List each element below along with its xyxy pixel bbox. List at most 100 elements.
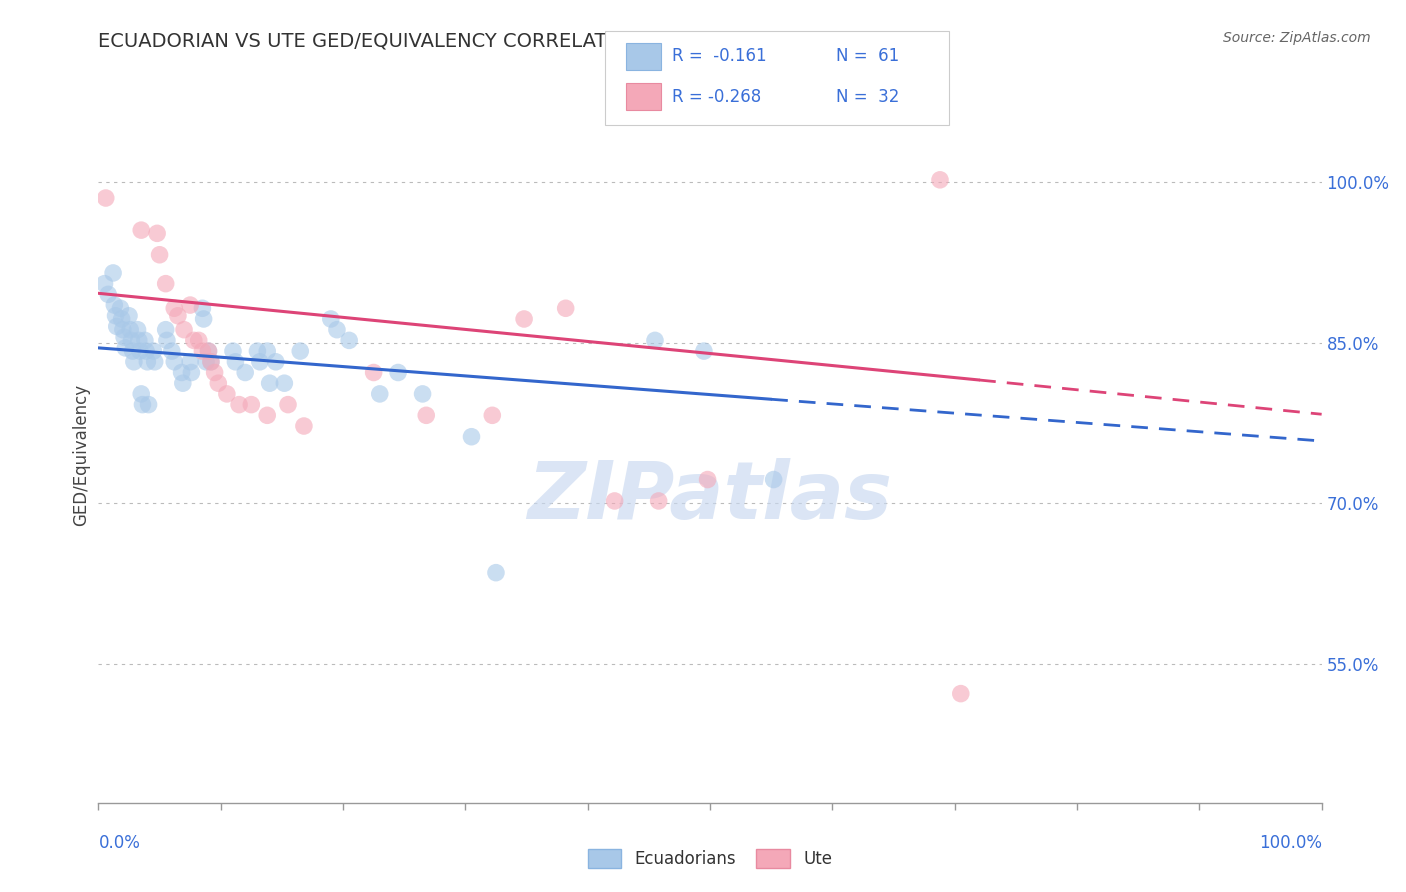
Point xyxy=(193,312,215,326)
Point xyxy=(105,319,128,334)
Point xyxy=(120,323,142,337)
Point xyxy=(647,494,669,508)
Text: 0.0%: 0.0% xyxy=(98,834,141,852)
Point xyxy=(215,387,238,401)
Point xyxy=(104,309,127,323)
Point xyxy=(412,387,434,401)
Point xyxy=(224,355,246,369)
Point xyxy=(949,687,972,701)
Point xyxy=(97,287,120,301)
Point xyxy=(200,355,222,369)
Point xyxy=(368,387,391,401)
Point xyxy=(163,301,186,316)
Point xyxy=(129,223,152,237)
Point xyxy=(195,355,218,369)
Point xyxy=(93,277,115,291)
Point xyxy=(110,301,132,316)
Point xyxy=(155,323,177,337)
Point xyxy=(387,366,409,380)
Point xyxy=(160,344,183,359)
Point xyxy=(172,376,194,391)
Point xyxy=(696,473,718,487)
Point xyxy=(554,301,576,316)
Legend: Ecuadorians, Ute: Ecuadorians, Ute xyxy=(582,842,838,874)
Point xyxy=(103,298,125,312)
Point xyxy=(122,355,145,369)
Point xyxy=(146,227,169,241)
Text: N =  61: N = 61 xyxy=(837,47,900,65)
Point xyxy=(929,173,952,187)
Text: Source: ZipAtlas.com: Source: ZipAtlas.com xyxy=(1223,31,1371,45)
Point xyxy=(264,355,287,369)
Point xyxy=(180,366,202,380)
Point xyxy=(290,344,312,359)
Point xyxy=(120,334,142,348)
Point xyxy=(167,309,190,323)
Text: 100.0%: 100.0% xyxy=(1258,834,1322,852)
Point xyxy=(228,398,250,412)
Point xyxy=(256,344,278,359)
Point xyxy=(292,419,315,434)
Point xyxy=(121,344,143,359)
Point xyxy=(136,355,159,369)
Point xyxy=(337,334,360,348)
Point xyxy=(693,344,716,359)
Point xyxy=(204,366,226,380)
Point xyxy=(111,323,134,337)
Point xyxy=(142,344,165,359)
Point xyxy=(170,366,193,380)
Point xyxy=(222,344,245,359)
Point xyxy=(200,355,222,369)
Point xyxy=(259,376,281,391)
Point xyxy=(326,323,349,337)
Text: N =  32: N = 32 xyxy=(837,88,900,106)
Point xyxy=(134,334,156,348)
Point xyxy=(111,312,134,326)
Point xyxy=(135,344,157,359)
Point xyxy=(101,266,124,280)
Point xyxy=(131,398,153,412)
Point xyxy=(129,344,152,359)
Point xyxy=(112,330,135,344)
Point xyxy=(114,341,136,355)
Point xyxy=(94,191,117,205)
Point xyxy=(129,387,152,401)
Point xyxy=(173,323,195,337)
Point xyxy=(460,430,482,444)
Point xyxy=(207,376,229,391)
Point xyxy=(179,355,201,369)
Point xyxy=(163,355,186,369)
Point xyxy=(149,248,172,262)
Point xyxy=(273,376,295,391)
Point xyxy=(155,277,177,291)
Point xyxy=(187,334,209,348)
Point xyxy=(644,334,666,348)
Point xyxy=(197,344,219,359)
Text: R =  -0.161: R = -0.161 xyxy=(672,47,766,65)
Point xyxy=(143,355,166,369)
Point xyxy=(183,334,205,348)
Text: ZIPatlas: ZIPatlas xyxy=(527,458,893,536)
Point xyxy=(762,473,785,487)
Point xyxy=(481,409,503,423)
Point xyxy=(138,398,160,412)
Point xyxy=(240,398,263,412)
Point xyxy=(277,398,299,412)
Point xyxy=(415,409,437,423)
Point xyxy=(256,409,278,423)
Point xyxy=(156,334,179,348)
Y-axis label: GED/Equivalency: GED/Equivalency xyxy=(72,384,90,526)
Text: ECUADORIAN VS UTE GED/EQUIVALENCY CORRELATION CHART: ECUADORIAN VS UTE GED/EQUIVALENCY CORREL… xyxy=(98,31,714,50)
Point xyxy=(128,334,150,348)
Point xyxy=(191,301,214,316)
Point xyxy=(603,494,626,508)
Point xyxy=(513,312,536,326)
Point xyxy=(233,366,256,380)
Text: R = -0.268: R = -0.268 xyxy=(672,88,761,106)
Point xyxy=(319,312,342,326)
Point xyxy=(179,298,201,312)
Point xyxy=(363,366,385,380)
Point xyxy=(191,344,214,359)
Point xyxy=(118,309,141,323)
Point xyxy=(127,323,149,337)
